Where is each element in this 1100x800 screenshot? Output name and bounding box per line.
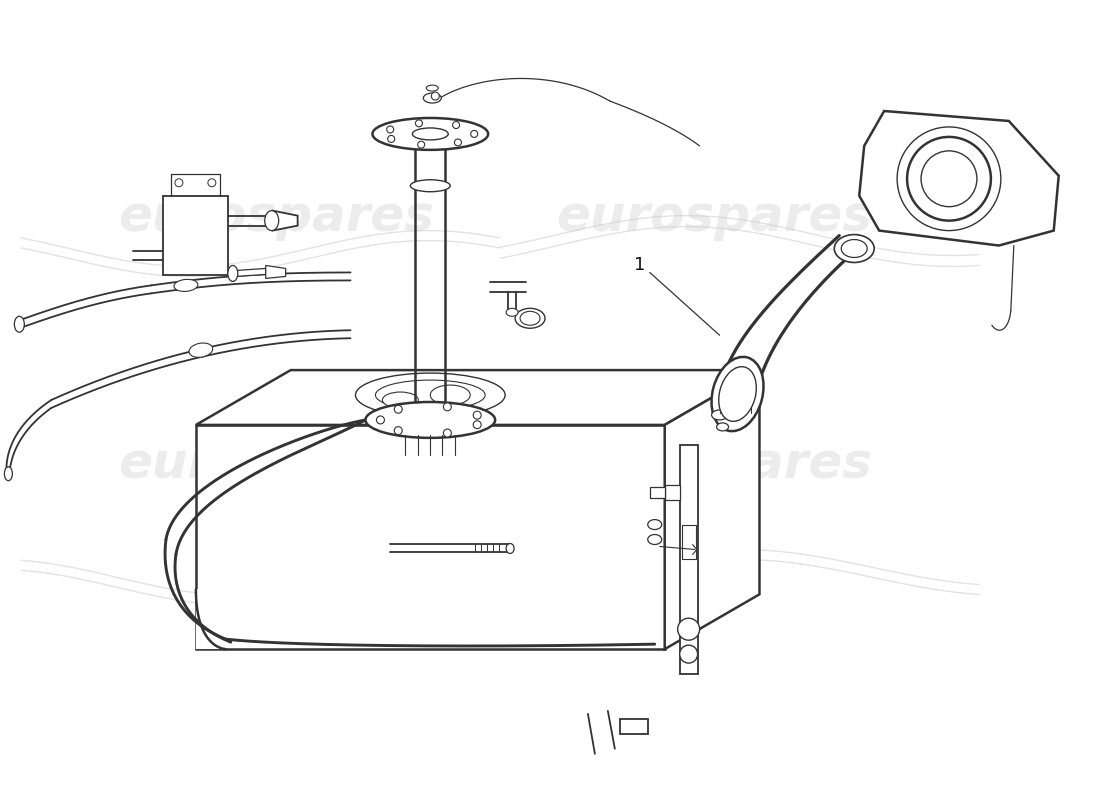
Ellipse shape bbox=[648, 519, 662, 530]
Ellipse shape bbox=[375, 380, 485, 410]
Ellipse shape bbox=[506, 543, 514, 554]
Circle shape bbox=[387, 126, 394, 133]
Text: eurospares: eurospares bbox=[557, 440, 872, 488]
Ellipse shape bbox=[373, 118, 488, 150]
Circle shape bbox=[208, 178, 216, 186]
Ellipse shape bbox=[430, 385, 470, 405]
Ellipse shape bbox=[921, 151, 977, 206]
Ellipse shape bbox=[712, 357, 763, 431]
Ellipse shape bbox=[424, 93, 441, 103]
Circle shape bbox=[473, 421, 481, 429]
Ellipse shape bbox=[834, 234, 874, 262]
Circle shape bbox=[394, 406, 403, 414]
Text: eurospares: eurospares bbox=[118, 193, 433, 241]
Circle shape bbox=[394, 426, 403, 434]
Ellipse shape bbox=[265, 210, 278, 230]
Text: eurospares: eurospares bbox=[557, 193, 872, 241]
Bar bbox=[682, 525, 695, 559]
Bar bbox=[163, 196, 228, 275]
Circle shape bbox=[418, 141, 425, 148]
Circle shape bbox=[416, 120, 422, 127]
Circle shape bbox=[680, 645, 697, 663]
Ellipse shape bbox=[716, 423, 728, 431]
Polygon shape bbox=[650, 486, 664, 498]
Text: eurospares: eurospares bbox=[118, 440, 433, 488]
Ellipse shape bbox=[908, 137, 991, 221]
Circle shape bbox=[387, 135, 395, 142]
Ellipse shape bbox=[410, 180, 450, 192]
Ellipse shape bbox=[515, 308, 544, 328]
Polygon shape bbox=[664, 485, 680, 500]
Ellipse shape bbox=[4, 466, 12, 481]
Circle shape bbox=[443, 429, 451, 437]
Circle shape bbox=[443, 403, 451, 411]
Polygon shape bbox=[196, 590, 225, 649]
Ellipse shape bbox=[228, 266, 238, 282]
Ellipse shape bbox=[174, 279, 198, 291]
Circle shape bbox=[452, 122, 460, 129]
Ellipse shape bbox=[355, 373, 505, 417]
Circle shape bbox=[471, 130, 477, 138]
Polygon shape bbox=[680, 445, 697, 674]
Circle shape bbox=[376, 416, 384, 424]
Ellipse shape bbox=[842, 239, 867, 258]
Ellipse shape bbox=[427, 85, 438, 91]
Circle shape bbox=[175, 178, 183, 186]
Ellipse shape bbox=[383, 392, 418, 408]
Polygon shape bbox=[196, 425, 664, 649]
Ellipse shape bbox=[506, 308, 518, 316]
Polygon shape bbox=[266, 266, 286, 278]
Circle shape bbox=[473, 411, 481, 419]
Ellipse shape bbox=[712, 410, 727, 420]
Ellipse shape bbox=[365, 402, 495, 438]
Polygon shape bbox=[859, 111, 1058, 246]
Ellipse shape bbox=[520, 311, 540, 326]
Ellipse shape bbox=[648, 534, 662, 545]
Ellipse shape bbox=[898, 127, 1001, 230]
Polygon shape bbox=[273, 210, 298, 230]
Ellipse shape bbox=[718, 366, 757, 422]
Ellipse shape bbox=[412, 128, 449, 140]
Polygon shape bbox=[664, 370, 759, 649]
Polygon shape bbox=[235, 269, 266, 277]
Text: 1: 1 bbox=[634, 257, 646, 274]
Ellipse shape bbox=[14, 316, 24, 332]
Ellipse shape bbox=[189, 343, 212, 358]
Circle shape bbox=[454, 139, 461, 146]
Bar bbox=[619, 719, 648, 734]
Circle shape bbox=[431, 92, 439, 100]
Circle shape bbox=[678, 618, 700, 640]
Polygon shape bbox=[196, 370, 759, 425]
